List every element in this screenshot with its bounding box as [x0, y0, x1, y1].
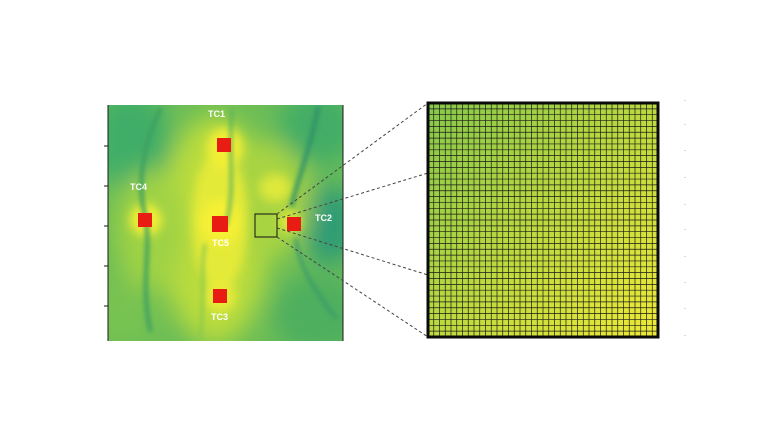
tc1-marker [217, 138, 231, 152]
tc2-label: TC2 [315, 213, 332, 223]
tc3-marker [213, 289, 227, 303]
thermal-heatmap [108, 105, 343, 341]
zoomed-mesh-grid [426, 101, 660, 339]
faint-ticks [684, 100, 686, 336]
tc5-marker [212, 216, 228, 232]
tc1-label: TC1 [208, 109, 225, 119]
tc4-marker [138, 213, 152, 227]
zoom-selection-box [254, 213, 278, 238]
tc2-marker [287, 217, 301, 231]
tc5-label: TC5 [212, 238, 229, 248]
tc4-label: TC4 [130, 182, 147, 192]
zoom-connectors [276, 102, 429, 338]
tc3-label: TC3 [211, 312, 228, 322]
map-axes [104, 105, 344, 341]
